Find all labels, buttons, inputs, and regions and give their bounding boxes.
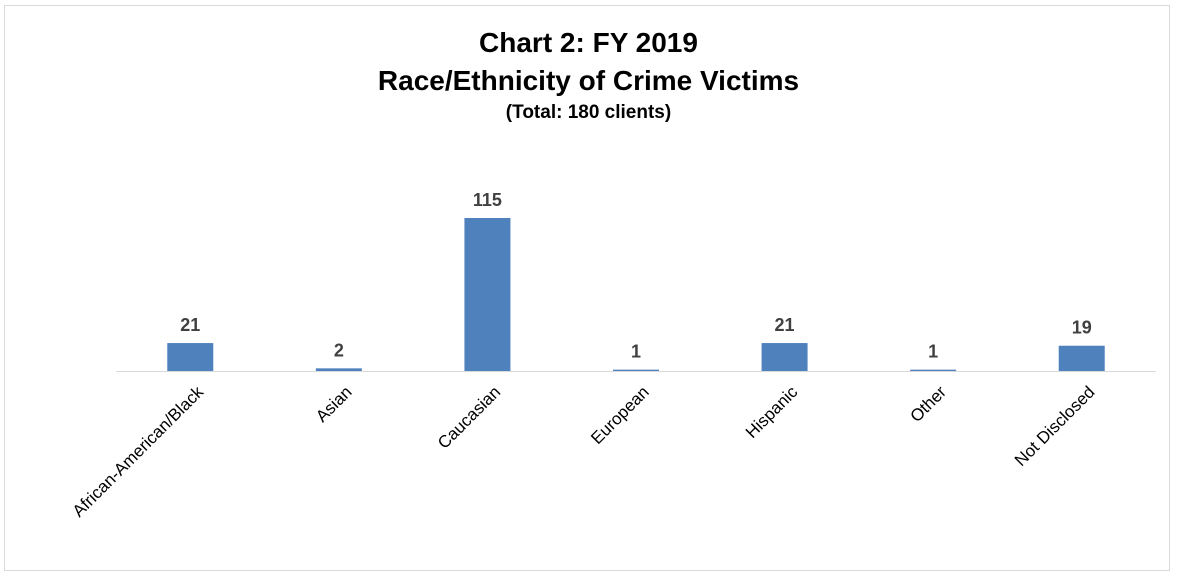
- x-tick-label: Other: [906, 382, 950, 426]
- x-tick-label: Caucasian: [434, 382, 504, 452]
- x-tick-labels: African-American/Black Asian Caucasian Euro…: [69, 382, 1099, 521]
- chart-area: [4, 5, 1170, 571]
- chart-subtitle: (Total: 180 clients): [505, 102, 672, 123]
- data-label: 21: [775, 315, 795, 335]
- data-label: 115: [473, 190, 502, 210]
- bar-caucasian: [464, 218, 511, 371]
- x-tick-label: Hispanic: [742, 382, 802, 442]
- data-label: 1: [631, 342, 641, 362]
- bar-african-american-black: [167, 343, 214, 371]
- data-label: 2: [334, 340, 344, 360]
- chart-title-line-2: Race/Ethnicity of Crime Victims: [377, 65, 800, 96]
- bar-other: [910, 369, 957, 371]
- data-label: 19: [1072, 318, 1092, 338]
- x-tick-label: African-American/Black: [69, 382, 208, 521]
- x-tick-label: Not Disclosed: [1011, 382, 1099, 470]
- data-label: 21: [180, 315, 200, 335]
- bar-not-disclosed: [1058, 345, 1105, 371]
- bars: [167, 218, 1105, 371]
- x-tick-label: Asian: [312, 382, 356, 426]
- bar-european: [613, 369, 659, 371]
- data-labels: 21 2 115 1 21 1 19: [180, 190, 1091, 362]
- x-tick-label: European: [587, 382, 653, 448]
- bar-asian: [315, 368, 362, 371]
- data-label: 1: [928, 342, 938, 362]
- chart-title-block: Chart 2: FY 2019 Race/Ethnicity of Crime…: [0, 24, 1177, 126]
- chart-title: Chart 2: FY 2019: [479, 27, 698, 58]
- bar-hispanic: [761, 343, 808, 371]
